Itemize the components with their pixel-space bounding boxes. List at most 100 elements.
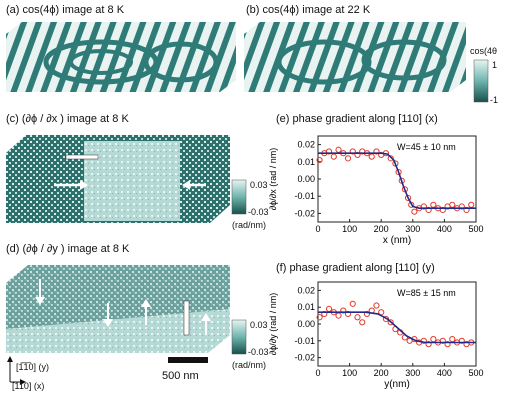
data-point bbox=[349, 300, 356, 307]
x-axis-label: y(nm) bbox=[384, 379, 410, 390]
scale-bar bbox=[168, 357, 208, 363]
data-point bbox=[449, 201, 456, 208]
data-point bbox=[425, 341, 432, 348]
fit-width-annotation: W=85 ± 15 nm bbox=[397, 288, 456, 298]
x-tick-label: 200 bbox=[374, 224, 389, 234]
data-point bbox=[439, 337, 446, 344]
cbar-cos bbox=[473, 59, 489, 103]
axes-legend-x: [110] (x) bbox=[12, 381, 45, 391]
y-axis-label: ∂ϕ/∂y (rad / nm) bbox=[268, 293, 278, 355]
data-point bbox=[335, 146, 342, 153]
data-point bbox=[344, 155, 352, 162]
panel-b-title: (b) cos(4ϕ) image at 22 K bbox=[246, 4, 371, 16]
x-tick-label: 400 bbox=[437, 224, 452, 234]
data-point bbox=[354, 314, 361, 321]
panel-c-title: (c) (∂ϕ / ∂x ) image at 8 K bbox=[6, 113, 129, 125]
cbar-c-min: -0.03 bbox=[248, 207, 269, 217]
data-point bbox=[330, 153, 337, 160]
width-bar bbox=[183, 300, 190, 336]
cbar-grad-d bbox=[231, 319, 247, 355]
data-point bbox=[430, 201, 437, 208]
arrow-right-icon bbox=[54, 180, 88, 190]
data-point bbox=[468, 201, 475, 208]
data-point bbox=[316, 314, 323, 321]
data-point bbox=[430, 336, 437, 343]
data-point bbox=[373, 302, 380, 309]
y-tick-label: 0.00 bbox=[297, 319, 315, 329]
data-point bbox=[354, 151, 361, 159]
arrow-down-icon bbox=[103, 303, 113, 327]
data-point bbox=[359, 319, 366, 326]
y-tick-label: -0.01 bbox=[294, 336, 315, 346]
y-tick-label: -0.01 bbox=[294, 191, 315, 201]
data-point bbox=[321, 310, 328, 318]
data-point bbox=[344, 310, 352, 318]
data-point bbox=[404, 194, 412, 202]
data-point bbox=[463, 206, 470, 214]
panel-f-title: (f) phase gradient along [110] (y) bbox=[276, 262, 435, 274]
y-tick-label: 0.01 bbox=[297, 157, 315, 167]
cbar-cos-max: 1 bbox=[492, 60, 498, 70]
data-point bbox=[439, 206, 446, 214]
panel-d-title: (d) (∂ϕ / ∂y ) image at 8 K bbox=[6, 243, 130, 255]
y-tick-label: 0.02 bbox=[297, 285, 315, 295]
panel-b-image bbox=[244, 22, 466, 92]
fit-width-annotation: W=45 ± 10 nm bbox=[397, 142, 456, 152]
cbar-d-min: -0.03 bbox=[248, 347, 269, 357]
panel-d-image bbox=[6, 265, 230, 353]
data-point bbox=[458, 337, 465, 344]
data-point bbox=[325, 305, 333, 312]
x-tick-label: 400 bbox=[437, 368, 452, 378]
cbar-d-max: 0.03 bbox=[250, 320, 268, 330]
data-point bbox=[420, 337, 427, 344]
x-tick-label: 100 bbox=[342, 368, 357, 378]
y-tick-label: 0.00 bbox=[297, 174, 315, 184]
data-point bbox=[444, 341, 451, 348]
x-tick-label: 500 bbox=[468, 224, 483, 234]
x-tick-label: 300 bbox=[405, 224, 420, 234]
arrow-up-icon bbox=[201, 313, 211, 335]
data-point bbox=[458, 203, 465, 210]
x-tick-label: 0 bbox=[315, 368, 320, 378]
data-point bbox=[325, 148, 333, 155]
data-point bbox=[368, 153, 375, 160]
y-tick-label: 0.02 bbox=[297, 140, 315, 150]
arrow-left-icon bbox=[182, 180, 206, 190]
panel-a-image bbox=[6, 22, 236, 92]
data-point bbox=[373, 148, 380, 155]
x-tick-label: 0 bbox=[315, 224, 320, 234]
scale-bar-label: 500 nm bbox=[162, 370, 199, 382]
data-point bbox=[340, 307, 347, 314]
fit-line bbox=[318, 152, 476, 209]
x-tick-label: 100 bbox=[342, 224, 357, 234]
data-point bbox=[387, 155, 394, 162]
data-point bbox=[420, 203, 427, 210]
data-point bbox=[316, 156, 323, 164]
width-bar bbox=[65, 154, 99, 160]
data-point bbox=[387, 319, 394, 326]
x-axis-label: x (nm) bbox=[383, 235, 411, 246]
chart-e: 0 100 200 300 400 500 0.02 0.01 0.00 -0.01 -0.02 x … bbox=[268, 135, 484, 246]
cbar-c-unit: (rad/nm) bbox=[232, 220, 267, 230]
cbar-c-max: 0.03 bbox=[250, 180, 268, 190]
data-point bbox=[425, 206, 432, 214]
y-axis-label: ∂ϕ/∂x (rad / nm) bbox=[268, 148, 278, 210]
x-tick-label: 200 bbox=[374, 368, 389, 378]
panel-a-title: (a) cos(4ϕ) image at 8 K bbox=[6, 4, 125, 16]
fit-line bbox=[318, 311, 476, 344]
arrow-up-icon bbox=[141, 299, 151, 325]
panel-c-image bbox=[6, 135, 230, 223]
chart-f: 0 100 200 300 400 500 0.02 0.01 0.00 -0.01 -0.02 y(… bbox=[268, 281, 484, 390]
axes-legend-icon bbox=[7, 356, 26, 385]
data-point bbox=[411, 208, 418, 215]
y-tick-label: 0.01 bbox=[297, 302, 315, 312]
arrow-down-icon bbox=[35, 279, 45, 305]
x-tick-label: 500 bbox=[468, 368, 483, 378]
data-point bbox=[335, 312, 342, 319]
cbar-cos-min: -1 bbox=[490, 95, 499, 105]
cbar-d-unit: (rad/nm) bbox=[232, 360, 267, 370]
panel-e-title: (e) phase gradient along [110] (x) bbox=[276, 113, 438, 125]
cbar-grad-c bbox=[231, 179, 247, 215]
cbar-cos-title: cos(4θ bbox=[470, 46, 498, 56]
data-point bbox=[395, 169, 402, 176]
